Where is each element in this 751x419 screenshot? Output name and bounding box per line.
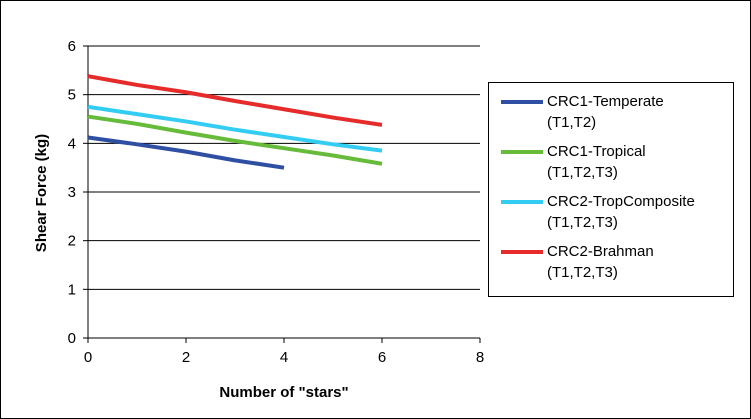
series-line-crc2-tropcomposite xyxy=(87,104,383,153)
y-tick-label: 4 xyxy=(68,135,76,152)
axes xyxy=(83,45,481,343)
legend-swatch-crc1-temperate xyxy=(501,100,543,104)
x-axis-title: Number of "stars" xyxy=(219,384,348,401)
series-line-crc1-temperate xyxy=(87,135,285,170)
y-tick-label: 0 xyxy=(68,330,76,347)
y-axis-title: Shear Force (kg) xyxy=(33,134,50,252)
y-tick-label: 3 xyxy=(68,184,76,201)
legend-label-crc1-tropical: CRC1-Tropical (T1,T2,T3) xyxy=(547,143,646,181)
y-tick-labels: 0 1 2 3 4 5 6 xyxy=(68,38,76,347)
legend-swatch-crc2-tropcomposite xyxy=(501,200,543,204)
legend-label-crc2-brahman: CRC2-Brahman (T1,T2,T3) xyxy=(547,243,654,281)
x-tick-label: 0 xyxy=(84,349,92,366)
series-line-crc2-brahman xyxy=(87,74,383,127)
series-line-crc1-tropical xyxy=(87,114,383,166)
y-tick-label: 2 xyxy=(68,233,76,250)
legend-swatch-crc2-brahman xyxy=(501,250,543,254)
legend-swatch-crc1-tropical xyxy=(501,150,543,154)
y-tick-label: 1 xyxy=(68,281,76,298)
series-lines xyxy=(87,74,383,170)
legend-item-crc2-brahman: CRC2-Brahman (T1,T2,T3) xyxy=(501,241,731,289)
x-tick-label: 2 xyxy=(182,349,190,366)
x-tick-label: 6 xyxy=(378,349,386,366)
legend-item-crc1-tropical: CRC1-Tropical (T1,T2,T3) xyxy=(501,141,731,189)
y-tick-label: 5 xyxy=(68,87,76,104)
x-tick-labels: 0 2 4 6 8 xyxy=(84,349,484,366)
x-tick-label: 4 xyxy=(280,349,288,366)
x-tick-label: 8 xyxy=(476,349,484,366)
gridlines xyxy=(88,45,480,290)
legend-label-crc2-tropcomposite: CRC2-TropComposite (T1,T2,T3) xyxy=(547,193,695,231)
legend-item-crc1-temperate: CRC1-Temperate (T1,T2) xyxy=(501,91,731,139)
legend: CRC1-Temperate (T1,T2) CRC1-Tropical (T1… xyxy=(488,82,734,297)
legend-item-crc2-tropcomposite: CRC2-TropComposite (T1,T2,T3) xyxy=(501,191,731,239)
y-tick-label: 6 xyxy=(68,38,76,55)
legend-label-crc1-temperate: CRC1-Temperate (T1,T2) xyxy=(547,93,664,131)
